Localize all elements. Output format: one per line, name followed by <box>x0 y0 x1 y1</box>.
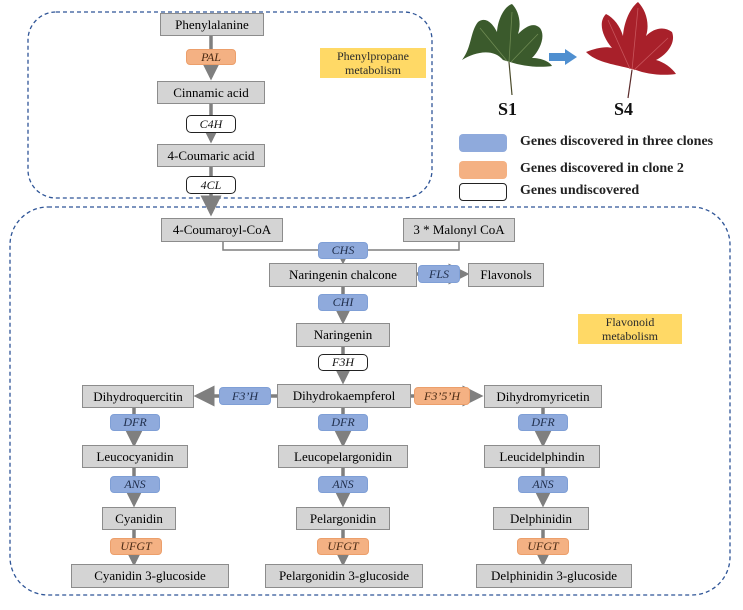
compound-4-coumaric-acid: 4-Coumaric acid <box>157 144 265 167</box>
compound-pelargonidin-3-glucoside: Pelargonidin 3-glucoside <box>265 564 423 588</box>
stage-label-s1: S1 <box>498 99 518 119</box>
gene-dfr-left: DFR <box>110 414 160 431</box>
gene-dfr-mid: DFR <box>318 414 368 431</box>
gene-ans-mid: ANS <box>318 476 368 493</box>
compound-cinnamic-acid: Cinnamic acid <box>157 81 265 104</box>
merge-malonyl <box>366 242 460 251</box>
tag-phenylpropane: Phenylpropane metabolism <box>320 48 426 78</box>
legend-swatch-three-clones <box>459 134 507 152</box>
compound-leucocyanidin: Leucocyanidin <box>82 445 188 468</box>
stage-label-s4: S4 <box>614 99 634 119</box>
merge-coumaroyl <box>222 242 320 251</box>
legend-label-three-clones: Genes discovered in three clones <box>520 134 714 149</box>
compound-malonyl-coa: 3 * Malonyl CoA <box>403 218 515 242</box>
compound-phenylalanine: Phenylalanine <box>160 13 264 36</box>
compound-delphinidin: Delphinidin <box>493 507 589 530</box>
gene-f3h: F3H <box>318 354 368 371</box>
gene-ufgt-mid: UFGT <box>317 538 369 555</box>
compound-cyanidin-3-glucoside: Cyanidin 3-glucoside <box>71 564 229 588</box>
gene-f3prime-h: F3’H <box>219 387 271 405</box>
flavonoid-region <box>9 206 731 596</box>
legend-swatch-undiscovered <box>459 183 507 201</box>
compound-naringenin: Naringenin <box>296 323 390 347</box>
gene-ufgt-left: UFGT <box>110 538 162 555</box>
green-leaf-icon <box>462 4 552 96</box>
compound-flavonols: Flavonols <box>468 263 544 287</box>
compound-dihydroquercitin: Dihydroquercitin <box>82 385 194 408</box>
gene-dfr-right: DFR <box>518 414 568 431</box>
compound-cyanidin: Cyanidin <box>102 507 176 530</box>
compound-pelargonidin: Pelargonidin <box>296 507 390 530</box>
legend-label-undiscovered: Genes undiscovered <box>520 183 640 198</box>
compound-4-coumaroyl-coa: 4-Coumaroyl-CoA <box>161 218 283 242</box>
gene-c4h: C4H <box>186 115 236 133</box>
gene-ans-right: ANS <box>518 476 568 493</box>
gene-f3prime5prime-h: F3’5’H <box>414 387 470 405</box>
gene-pal: PAL <box>186 49 236 65</box>
stage-arrow-icon <box>549 49 577 65</box>
phenylpropane-region <box>27 11 433 199</box>
gene-chs: CHS <box>318 242 368 259</box>
red-leaf-icon <box>586 2 676 99</box>
compound-dihydrokaempferol: Dihydrokaempferol <box>277 384 411 408</box>
compound-delphinidin-3-glucoside: Delphinidin 3-glucoside <box>476 564 632 588</box>
legend-swatch-clone2 <box>459 161 507 179</box>
compound-leucidelphindin: Leucidelphindin <box>484 445 600 468</box>
compound-leucopelargonidin: Leucopelargonidin <box>278 445 408 468</box>
compound-naringenin-chalcone: Naringenin chalcone <box>269 263 417 287</box>
compound-dihydromyricetin: Dihydromyricetin <box>484 385 602 408</box>
gene-4cl: 4CL <box>186 176 236 194</box>
legend-label-clone2: Genes discovered in clone 2 <box>520 161 684 176</box>
gene-ans-left: ANS <box>110 476 160 493</box>
tag-flavonoid: Flavonoid metabolism <box>578 314 682 344</box>
gene-ufgt-right: UFGT <box>517 538 569 555</box>
gene-chi: CHI <box>318 294 368 311</box>
gene-fls: FLS <box>418 265 460 283</box>
